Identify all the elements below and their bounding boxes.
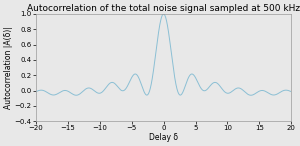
Title: Autocorrelation of the total noise signal sampled at 500 kHz: Autocorrelation of the total noise signa…	[27, 4, 300, 13]
Y-axis label: Autocorrelation |A(δ)|: Autocorrelation |A(δ)|	[4, 26, 13, 109]
X-axis label: Delay δ: Delay δ	[149, 133, 178, 142]
